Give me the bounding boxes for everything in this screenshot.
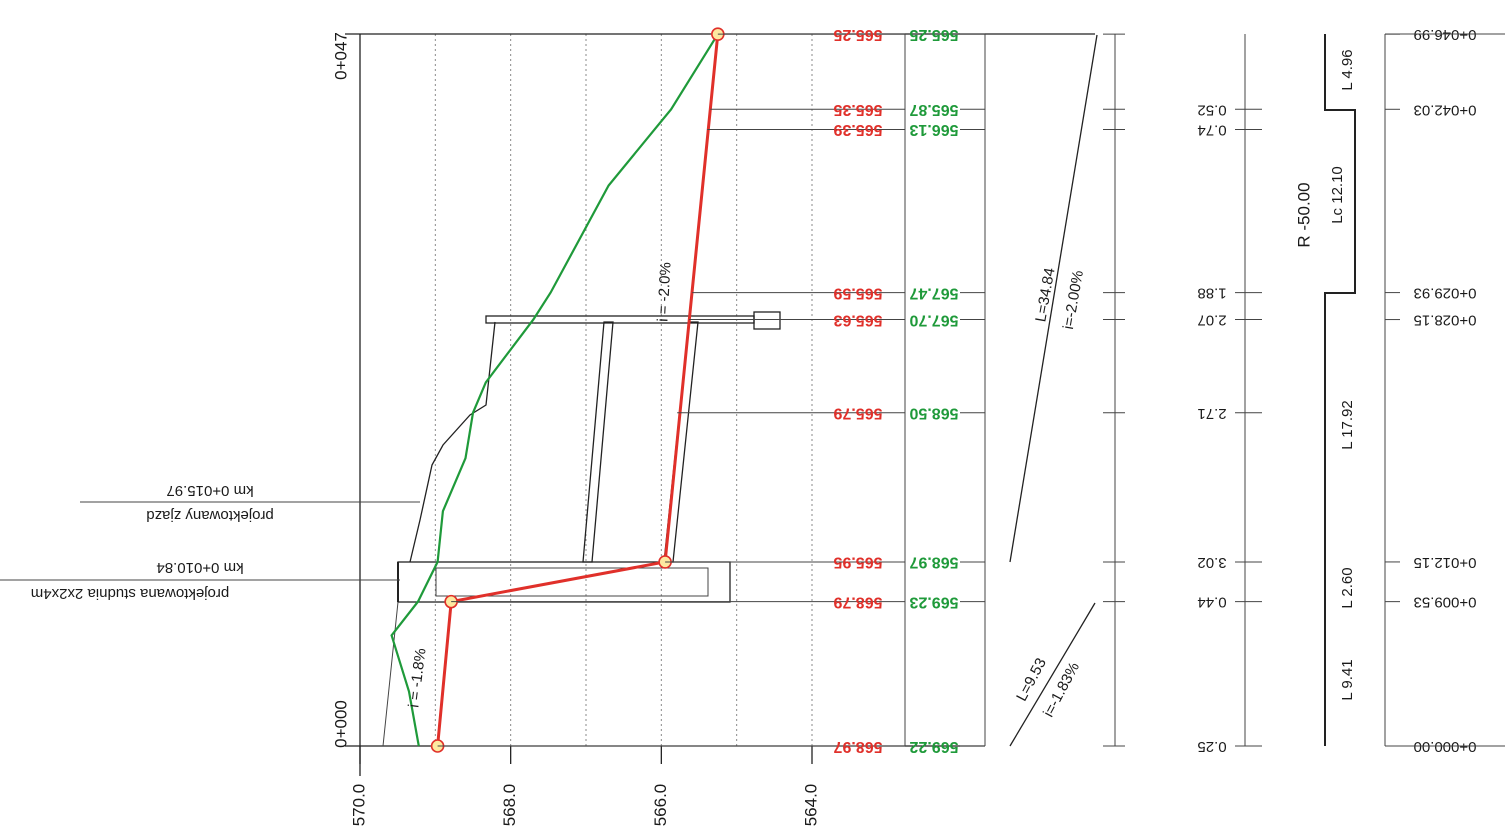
- design-elevation-value: 565.59: [833, 284, 882, 301]
- elevation-tick-label: 566.0: [651, 784, 670, 827]
- ground-line: [390, 33, 719, 747]
- grade-right-label: i = -2.0%: [654, 262, 674, 322]
- entry-left-edge: [382, 601, 399, 747]
- design-line: [436, 34, 720, 747]
- alignment-segment-label: L 17.92: [1339, 400, 1356, 450]
- profile-lines: [390, 27, 725, 753]
- manhole-inner: [435, 567, 709, 597]
- slope-2-grade: i=-2.00%: [1060, 269, 1087, 331]
- alignment-segment-label: L 2.60: [1339, 567, 1356, 608]
- depth-value: 0.74: [1197, 121, 1226, 138]
- design-elevation-value: 565.79: [833, 404, 882, 421]
- alignment-arc-length-label: Lc 12.10: [1329, 166, 1346, 224]
- manhole-label: projektowana studnia 2x2x4m: [31, 585, 229, 602]
- grade-left-label: i = -1.8%: [405, 647, 429, 708]
- annotations: projektowana studnia 2x2x4m km 0+010.84 pr…: [0, 262, 675, 709]
- ground-elevation-value: 565.25: [909, 26, 958, 43]
- profile-axes: 570.0 568.0 566.0 564.0 0+000 0+047: [331, 32, 1095, 826]
- ground-elevation-value: 569.22: [909, 738, 958, 755]
- entry-end-cap: [753, 311, 781, 330]
- alignment-segment-label: L 9.41: [1339, 659, 1356, 700]
- ground-elevation-value: 569.23: [909, 593, 958, 610]
- chainage-value: 0+029.93: [1414, 285, 1477, 302]
- entry-km-label: km 0+015.97: [166, 482, 253, 499]
- chainage-value: 0+012.15: [1414, 554, 1477, 571]
- ground-elevation-value: 565.87: [909, 101, 958, 118]
- chainage-value: 0+028.15: [1414, 312, 1477, 329]
- entry-label: projektowany zjazd: [146, 507, 274, 524]
- design-elevation-value: 565.95: [833, 554, 882, 571]
- ground-elevation-value: 568.97: [909, 554, 958, 571]
- chainage-value: 0+046.99: [1414, 26, 1477, 43]
- elevation-tick-label: 564.0: [801, 784, 820, 827]
- chainage-value: 0+009.53: [1414, 594, 1477, 611]
- depth-value: 3.02: [1197, 554, 1226, 571]
- ground-elevation-value: 568.50: [909, 404, 958, 421]
- chainage-value: 0+042.03: [1414, 101, 1477, 118]
- slope-1-length: L=9.53: [1013, 655, 1050, 704]
- alignment-line: [1324, 34, 1356, 746]
- chainage-value: 0+000.00: [1414, 738, 1477, 755]
- alignment-segment-label: L 4.96: [1339, 49, 1356, 90]
- depth-value: 2.71: [1197, 405, 1226, 422]
- elevation-tick-label: 570.0: [349, 784, 368, 827]
- entry-outline: [409, 321, 496, 563]
- ground-elevation-value: 566.13: [909, 121, 958, 138]
- slope-line-2: [1009, 34, 1098, 563]
- alignment-radius-label: R -50.00: [1294, 182, 1313, 247]
- depth-value: 0.52: [1197, 101, 1226, 118]
- elevation-gridlines: [434, 34, 813, 746]
- end-station-label: 0+047: [331, 32, 350, 80]
- elevation-tick-label: 568.0: [500, 784, 519, 827]
- design-elevation-value: 568.79: [833, 593, 882, 610]
- design-elevation-value: 565.39: [833, 121, 882, 138]
- depth-value: 1.88: [1197, 285, 1226, 302]
- design-elevation-value: 565.35: [833, 101, 882, 118]
- manhole-km-label: km 0+010.84: [156, 559, 243, 576]
- depth-value: 2.07: [1197, 312, 1226, 329]
- ground-elevation-value: 567.47: [909, 284, 958, 301]
- depth-value: 0.25: [1197, 738, 1226, 755]
- design-elevation-value: 568.97: [833, 738, 882, 755]
- start-station-label: 0+000: [331, 700, 350, 748]
- ground-elevation-value: 567.70: [909, 311, 958, 328]
- depth-value: 0.44: [1197, 594, 1226, 611]
- slope-line-1: [1009, 602, 1096, 747]
- entry-wall-1: [582, 321, 614, 563]
- design-elevation-value: 565.63: [833, 311, 882, 328]
- design-elevation-value: 565.25: [833, 26, 882, 43]
